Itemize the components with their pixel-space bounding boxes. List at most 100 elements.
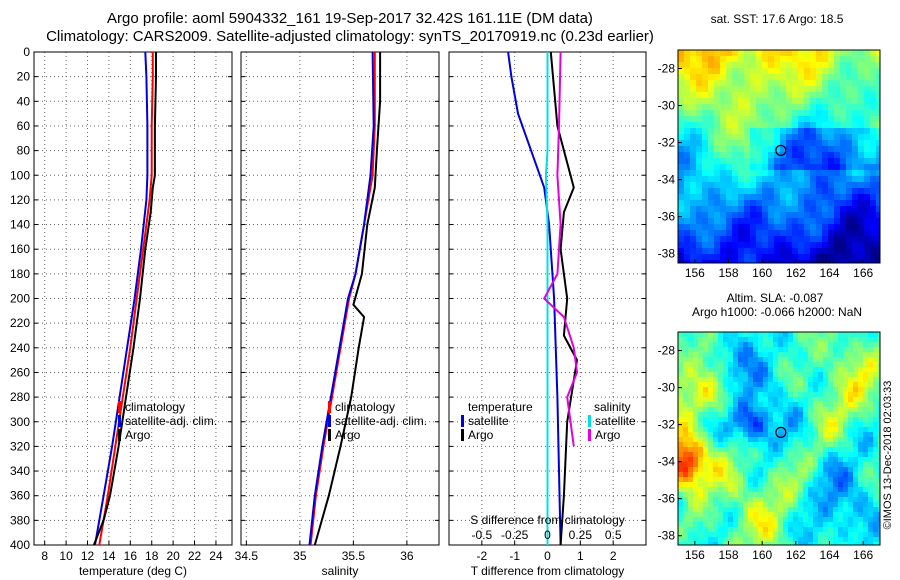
map-cell: [828, 462, 833, 467]
map-cell: [840, 182, 846, 188]
map-cell: [818, 542, 823, 545]
map-cell: [783, 392, 788, 397]
map-cell: [792, 224, 798, 230]
map-cell: [853, 472, 858, 477]
map-cell: [843, 482, 848, 487]
map-cell: [774, 146, 780, 152]
map-cell: [738, 98, 744, 104]
map-cell: [714, 68, 720, 74]
map-cell: [768, 472, 773, 477]
map-cell: [708, 158, 714, 164]
map-cell: [762, 254, 768, 260]
map-cell: [738, 116, 744, 122]
map-cell: [863, 522, 868, 527]
map-cell: [848, 492, 853, 497]
map-cell: [684, 92, 690, 98]
map-cell: [818, 502, 823, 507]
map-cell: [870, 104, 876, 110]
map-cell: [748, 467, 753, 472]
map-cell: [846, 218, 852, 224]
map-cell: [774, 248, 780, 254]
map-cell: [732, 86, 738, 92]
map-cell: [833, 537, 838, 542]
map-cell: [693, 387, 698, 392]
map-cell: [744, 80, 750, 86]
map-cell: [816, 86, 822, 92]
map-cell: [693, 412, 698, 417]
map-cell: [714, 86, 720, 92]
map-cell: [816, 254, 822, 260]
map-cell: [816, 224, 822, 230]
map-cell: [838, 387, 843, 392]
map-cell: [813, 392, 818, 397]
map-cell: [768, 487, 773, 492]
map-cell: [783, 422, 788, 427]
map-cell: [783, 372, 788, 377]
map-cell: [688, 442, 693, 447]
map-cell: [828, 447, 833, 452]
map-cell: [768, 447, 773, 452]
depth-tick-label: 20: [17, 70, 31, 84]
map-cell: [803, 512, 808, 517]
map-cell: [744, 176, 750, 182]
map-cell: [762, 134, 768, 140]
map-cell: [818, 417, 823, 422]
map-cell: [840, 230, 846, 236]
map-cell: [848, 372, 853, 377]
map-cell: [714, 182, 720, 188]
map-cell: [718, 517, 723, 522]
map-cell: [684, 140, 690, 146]
map-cell: [828, 432, 833, 437]
map-cell: [876, 98, 880, 104]
map-cell: [808, 332, 813, 337]
map-cell: [798, 74, 804, 80]
map-cell: [828, 176, 834, 182]
map-cell: [823, 392, 828, 397]
map-cell: [684, 158, 690, 164]
map-cell: [708, 512, 713, 517]
map-cell: [708, 260, 714, 263]
map-cell: [753, 482, 758, 487]
map-cell: [792, 212, 798, 218]
map-cell: [823, 457, 828, 462]
map-cell: [816, 128, 822, 134]
map-cell: [864, 194, 870, 200]
map-cell: [743, 402, 748, 407]
map-cell: [748, 367, 753, 372]
map-cell: [803, 472, 808, 477]
map-cell: [713, 332, 718, 337]
map-cell: [834, 188, 840, 194]
map-cell: [678, 176, 684, 182]
map-cell: [738, 248, 744, 254]
map-cell: [743, 447, 748, 452]
map-cell: [858, 128, 864, 134]
map-cell: [726, 224, 732, 230]
map-cell: [768, 497, 773, 502]
map-cell: [863, 447, 868, 452]
map-cell: [728, 342, 733, 347]
map-cell: [768, 362, 773, 367]
map-cell: [876, 74, 880, 80]
legend-label: Argo: [595, 428, 621, 442]
map-cell: [683, 467, 688, 472]
map-cell: [768, 512, 773, 517]
legend-swatch: [588, 429, 591, 441]
map-cell: [798, 352, 803, 357]
map-cell: [840, 176, 846, 182]
map-cell: [778, 517, 783, 522]
map-cell: [848, 487, 853, 492]
map-cell: [828, 80, 834, 86]
map-cell: [773, 402, 778, 407]
map-cell: [726, 236, 732, 242]
map-cell: [678, 472, 683, 477]
map-cell: [708, 442, 713, 447]
secondary-tick-label: -0.5: [471, 528, 492, 542]
map-cell: [693, 447, 698, 452]
map-cell: [750, 128, 756, 134]
map-cell: [852, 56, 858, 62]
map-cell: [863, 397, 868, 402]
map-cell: [750, 74, 756, 80]
map-cell: [738, 254, 744, 260]
map-cell: [818, 362, 823, 367]
map-cell: [810, 242, 816, 248]
